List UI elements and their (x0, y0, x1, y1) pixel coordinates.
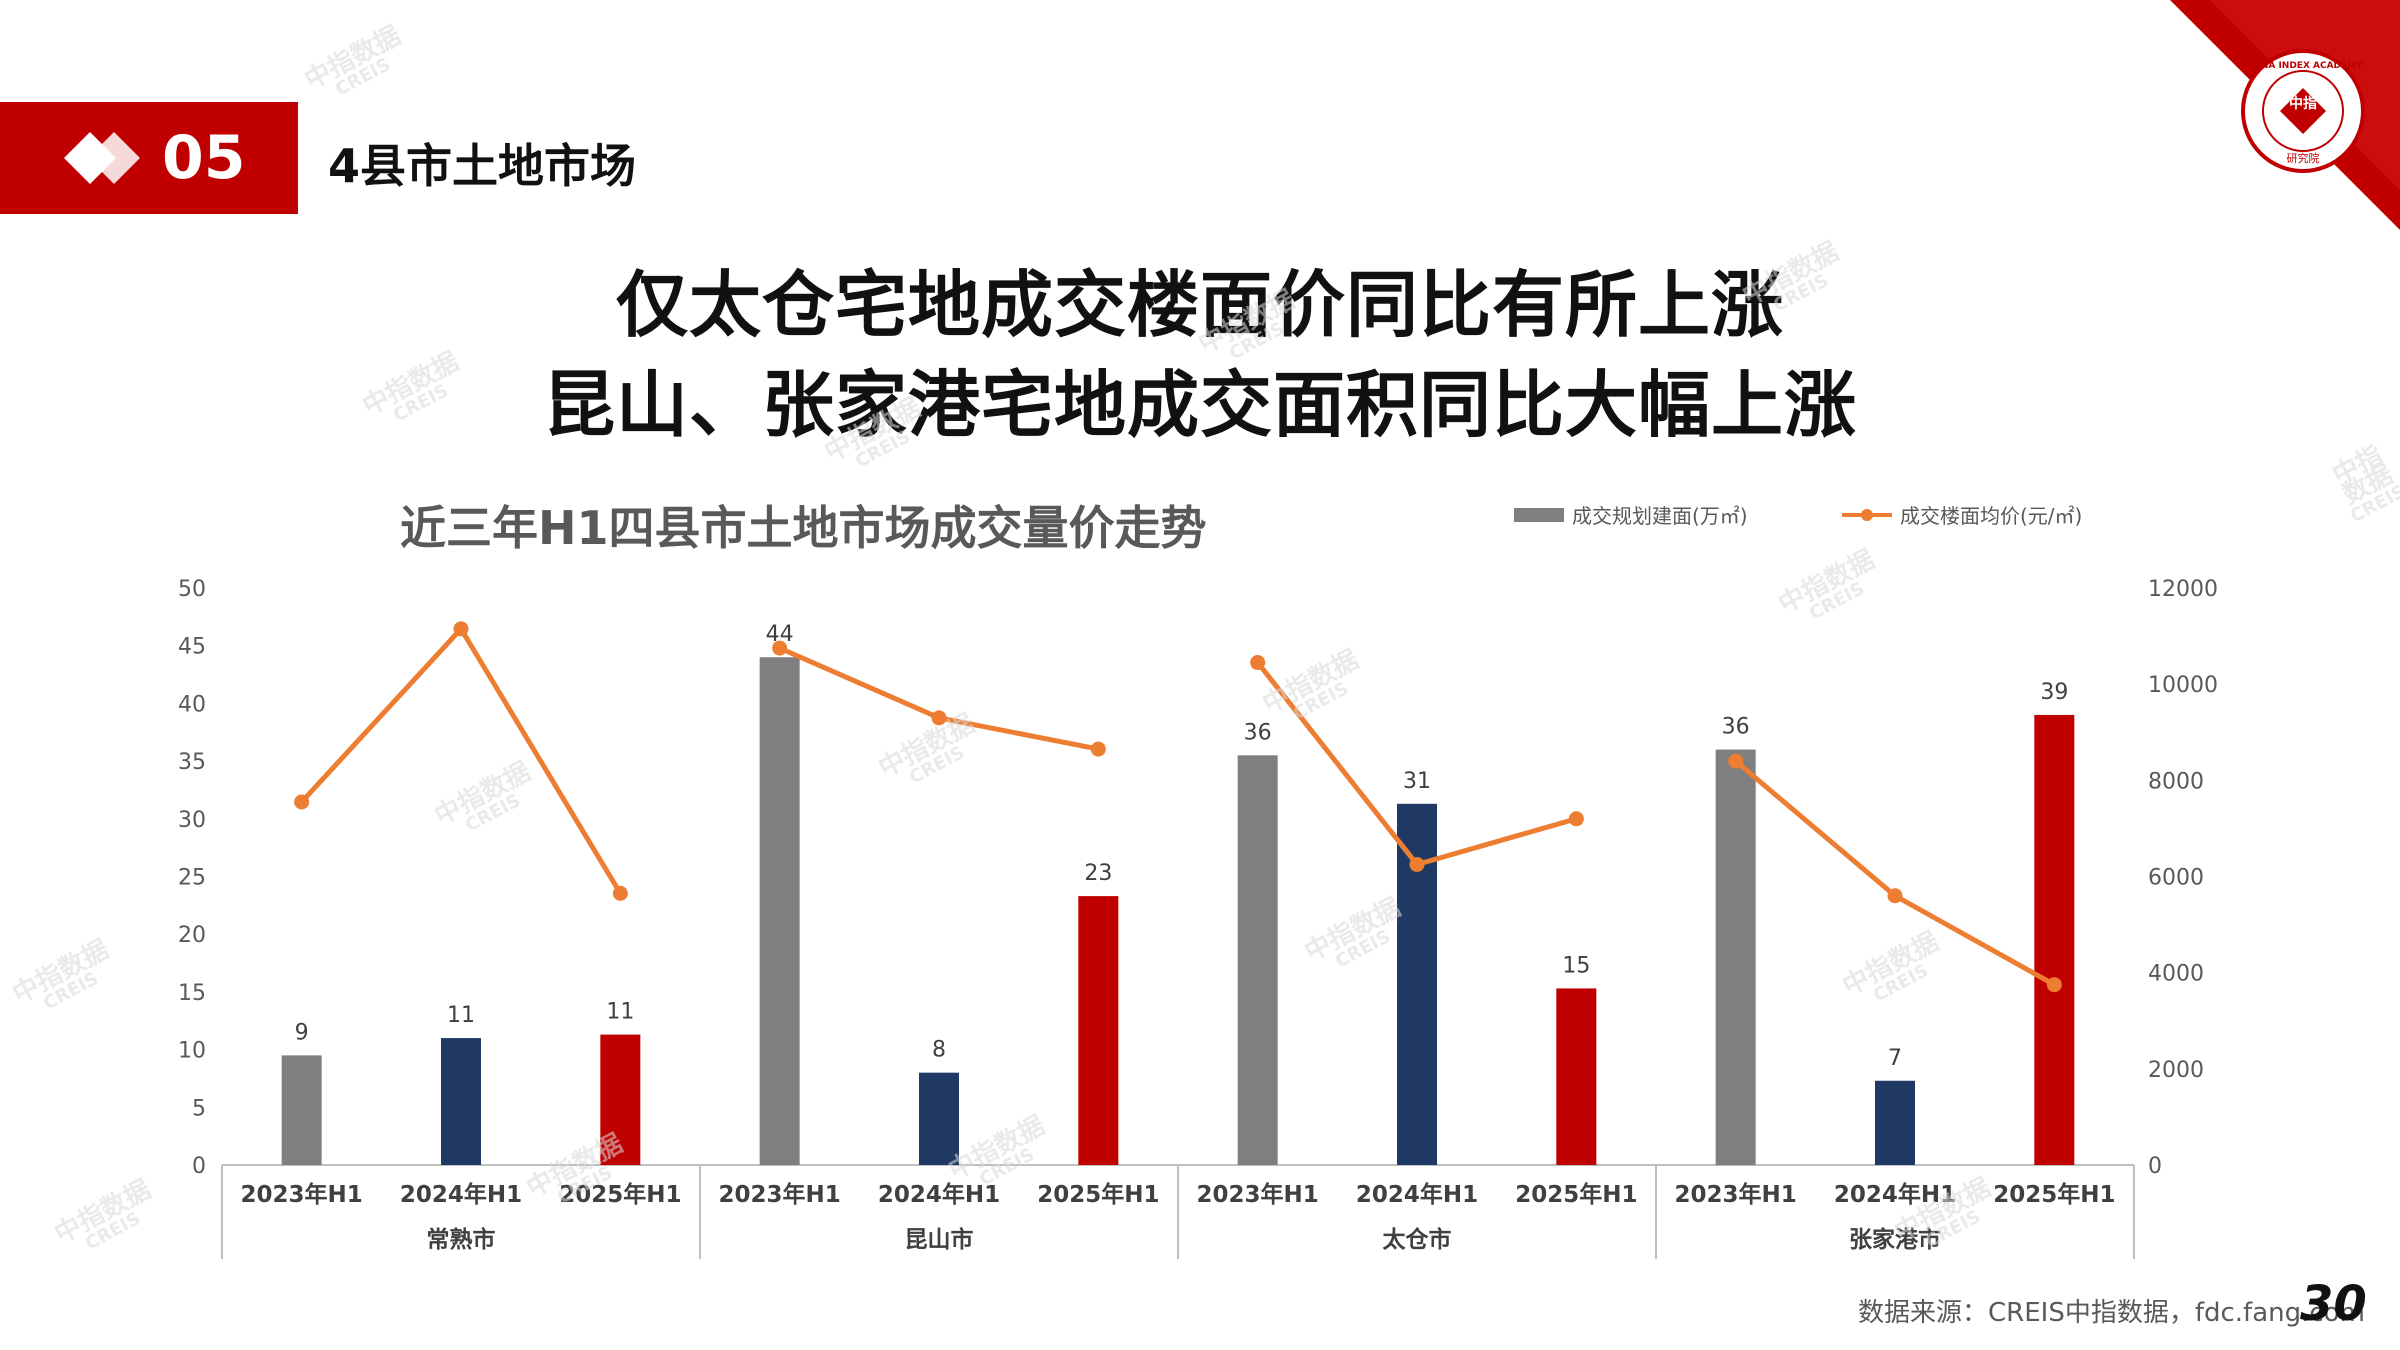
bar (1556, 988, 1597, 1165)
section-tab: 05 (0, 102, 298, 214)
y-left-tick-label: 20 (178, 923, 206, 948)
source-note: 数据来源：CREIS中指数据，fdc.fang.com (1858, 1298, 2365, 1328)
bar-value-label: 11 (447, 1003, 475, 1028)
y-left-tick-label: 40 (178, 692, 206, 717)
y-left-tick-label: 45 (178, 635, 206, 660)
group-label: 太仓市 (1383, 1226, 1452, 1253)
bar (281, 1055, 322, 1165)
bar (1715, 749, 1756, 1165)
bar (441, 1038, 481, 1165)
bar (919, 1072, 959, 1165)
price-point (612, 885, 628, 901)
x-tick-label: 2024年H1 (1356, 1181, 1478, 1208)
x-tick-label: 2025年H1 (1515, 1181, 1637, 1208)
legend-item-area: 成交规划建面(万㎡) (1514, 500, 1748, 529)
bar-value-label: 31 (1403, 769, 1431, 794)
y-right-tick-label: 0 (2148, 1154, 2162, 1179)
headline-line-1: 仅太仓宅地成交楼面价同比有所上涨 (615, 263, 1784, 347)
group-label: 昆山市 (905, 1226, 974, 1253)
diamond-icon (64, 132, 140, 184)
bar (600, 1034, 641, 1165)
bar-value-label: 15 (1562, 953, 1590, 978)
y-left-tick-label: 0 (192, 1154, 206, 1179)
y-right-tick-label: 2000 (2148, 1058, 2204, 1083)
price-point (931, 710, 947, 726)
group-label: 张家港市 (1849, 1226, 1941, 1253)
section-number: 05 (162, 123, 246, 193)
x-tick-label: 2025年H1 (1037, 1181, 1159, 1208)
logo-bottom-text: 研究院 (2287, 151, 2320, 165)
price-line (299, 626, 623, 895)
logo-arc-text: CHINA INDEX ACADEMY (2243, 61, 2363, 71)
x-tick-label: 2025年H1 (559, 1181, 681, 1208)
logo-center-text: 中指 (2289, 95, 2317, 112)
x-tick-label: 2024年H1 (878, 1181, 1000, 1208)
price-point (2046, 977, 2062, 993)
y-right-tick-label: 10000 (2148, 673, 2218, 698)
price-line (778, 645, 1099, 752)
bar (1237, 755, 1278, 1165)
bar (1078, 896, 1119, 1165)
y-right-tick-label: 6000 (2148, 866, 2204, 891)
bar (759, 657, 800, 1165)
price-point (453, 621, 469, 637)
page-number: 30 (2300, 1276, 2367, 1332)
x-tick-label: 2025年H1 (1993, 1181, 2115, 1208)
x-tick-label: 2023年H1 (719, 1181, 841, 1208)
bar (2034, 714, 2075, 1165)
price-point (294, 794, 310, 810)
y-right-tick-label: 12000 (2148, 577, 2218, 602)
chart-title: 近三年H1四县市土地市场成交量价走势 (400, 501, 1207, 555)
y-left-tick-label: 35 (178, 750, 206, 775)
bar-value-label: 11 (606, 1000, 634, 1025)
x-tick-label: 2023年H1 (241, 1181, 363, 1208)
x-tick-label: 2024年H1 (400, 1181, 522, 1208)
headline-line-2: 昆山、张家港宅地成交面积同比大幅上涨 (542, 363, 1857, 447)
y-left-tick-label: 15 (178, 981, 206, 1006)
bar (1875, 1080, 1915, 1165)
bar-value-label: 36 (1244, 720, 1272, 745)
price-point (1090, 741, 1106, 757)
legend-area-label: 成交规划建面(万㎡) (1572, 504, 1748, 528)
y-left-tick-label: 30 (178, 808, 206, 833)
price-point (772, 640, 788, 656)
section-title: 4县市土地市场 (328, 139, 637, 193)
group-label: 常熟市 (427, 1226, 496, 1253)
y-left-tick-label: 5 (192, 1096, 206, 1121)
logo-seal: 中指 CHINA INDEX ACADEMY 研究院 (2241, 49, 2365, 173)
bar-value-label: 39 (2040, 680, 2068, 705)
x-tick-label: 2023年H1 (1675, 1181, 1797, 1208)
x-tick-label: 2024年H1 (1834, 1181, 1956, 1208)
bar-value-label: 36 (1722, 715, 1750, 740)
bar-value-label: 9 (295, 1020, 309, 1045)
y-left-tick-label: 50 (178, 577, 206, 602)
price-point (1568, 811, 1584, 827)
price-point (1887, 888, 1903, 904)
price-point (1409, 856, 1425, 872)
y-right-tick-label: 8000 (2148, 769, 2204, 794)
bar-value-label: 8 (932, 1038, 946, 1063)
y-right-tick-label: 4000 (2148, 962, 2204, 987)
legend-item-price: 成交楼面均价(元/㎡) (1842, 500, 2082, 529)
bar-value-label: 23 (1084, 861, 1112, 886)
price-point (1728, 753, 1744, 769)
bar-value-label: 7 (1888, 1046, 1902, 1071)
price-line (1734, 759, 2056, 987)
legend-price-label: 成交楼面均价(元/㎡) (1900, 504, 2083, 528)
legend-bar-swatch (1514, 507, 1564, 522)
legend-line-swatch (1842, 508, 1892, 521)
y-left-tick-label: 10 (178, 1039, 206, 1064)
y-left-tick-label: 25 (178, 866, 206, 891)
price-point (1250, 655, 1266, 671)
x-tick-label: 2023年H1 (1197, 1181, 1319, 1208)
